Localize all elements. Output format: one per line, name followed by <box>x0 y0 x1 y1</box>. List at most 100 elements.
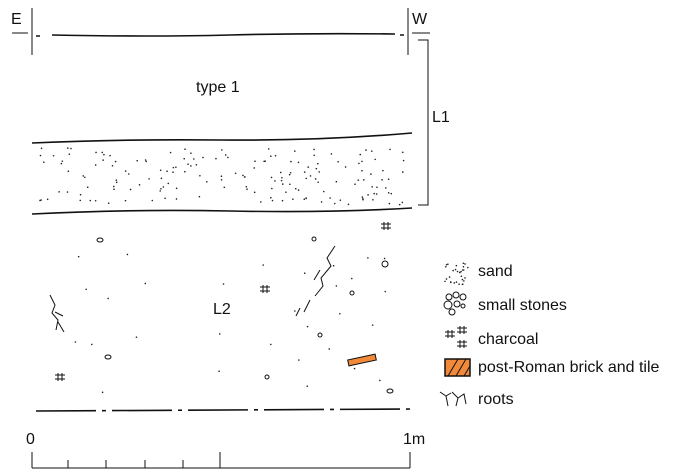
stipple-dot <box>43 161 45 163</box>
stipple-dot <box>384 187 387 189</box>
stipple-dot <box>224 154 227 156</box>
stipple-dot <box>455 281 458 283</box>
stipple-dot <box>85 288 87 291</box>
stipple-dot <box>166 170 168 172</box>
stipple-dot <box>454 268 457 271</box>
stipple-dot <box>390 192 393 195</box>
stipple-dot <box>362 198 364 201</box>
legend-sand-swatch <box>444 262 469 286</box>
stipple-dot <box>444 265 447 268</box>
stipple-dot <box>450 281 452 284</box>
frame <box>12 8 430 412</box>
stipple-dot <box>297 161 300 164</box>
stipple-dot <box>172 171 174 173</box>
stipple-dot <box>39 154 42 157</box>
west-label: W <box>412 11 428 28</box>
stipple-dot <box>234 172 237 175</box>
stipple-dot <box>294 310 296 312</box>
stipple-dot <box>95 151 97 154</box>
stipple-dot <box>329 197 331 199</box>
stipple-dot <box>292 198 294 200</box>
stipple-dot <box>317 181 319 184</box>
stipple-dot <box>167 182 170 185</box>
stipple-dot <box>290 160 292 163</box>
stipple-dot <box>374 158 376 161</box>
stipple-dot <box>66 191 69 193</box>
stipple-dot <box>160 187 162 190</box>
stipple-dot <box>315 167 318 170</box>
stipple-dot <box>317 162 319 165</box>
stipple-dot <box>84 176 86 179</box>
stipple-dot <box>335 180 338 183</box>
stipple-dot <box>320 201 323 203</box>
stipple-dot <box>332 264 335 267</box>
stipple-dot <box>162 186 165 188</box>
stipple-dot <box>365 149 367 151</box>
stipple-dot <box>281 199 284 202</box>
stipple-dot <box>333 202 336 205</box>
scale-start: 0 <box>26 431 35 448</box>
stipple-dot <box>458 283 460 286</box>
stipple-dot <box>381 178 383 181</box>
stipple-dot <box>384 290 387 293</box>
stipple-dot <box>274 180 276 182</box>
legend-charcoal-swatch <box>445 326 467 348</box>
stipple-dot <box>322 190 325 193</box>
stipple-dot <box>285 191 287 193</box>
stipple-dot <box>305 197 307 200</box>
stipple-dot <box>246 188 248 190</box>
stipple-dot <box>448 276 451 278</box>
stipple-dot <box>40 199 42 201</box>
stipple-dot <box>184 170 186 173</box>
stipple-dot <box>67 170 70 172</box>
stipple-dot <box>220 178 223 181</box>
stipple-dot <box>66 147 69 149</box>
stipple-dot <box>293 150 296 152</box>
layer-label: L1 <box>432 109 450 126</box>
stipple-dot <box>330 153 333 155</box>
stipple-dot <box>335 285 338 287</box>
stipple-dot <box>198 195 201 198</box>
stipple-dot <box>289 183 291 186</box>
stipple-dot <box>124 170 127 172</box>
stipple-dot <box>359 153 362 156</box>
stipple-dot <box>193 158 195 160</box>
legend-roots-swatch <box>439 391 467 407</box>
stipple-dot <box>361 196 364 198</box>
stipple-dot <box>361 160 363 163</box>
stipple-dot <box>202 156 204 159</box>
stipple-dot <box>306 325 309 328</box>
stipple-dot <box>281 183 284 185</box>
stipple-dot <box>318 171 320 173</box>
stipple-dot <box>279 171 282 174</box>
stipple-dot <box>222 283 225 285</box>
stipple-dot <box>129 188 132 191</box>
stipple-dot <box>294 187 297 190</box>
stipple-dot <box>89 199 92 202</box>
stipple-dot <box>267 148 270 150</box>
stipple-dot <box>114 160 117 163</box>
stipple-dot <box>111 164 114 167</box>
stipple-dot <box>190 165 192 167</box>
stipple-dot <box>313 148 315 151</box>
stipple-dot <box>160 177 163 180</box>
stipple-dot <box>280 179 283 182</box>
stipple-dot <box>253 167 256 169</box>
stipple-dot <box>371 186 373 188</box>
stipple-dot <box>362 179 365 181</box>
stipple-dot <box>376 186 378 189</box>
stipple-dot <box>245 185 248 188</box>
stipple-dot <box>164 197 166 200</box>
stipple-dot <box>206 180 208 183</box>
stipple-dot <box>460 270 462 273</box>
stipple-dot <box>464 263 466 265</box>
stipple-dot <box>221 149 223 151</box>
stipple-dot <box>370 173 372 175</box>
stipple-dot <box>115 181 118 184</box>
stipple-dot <box>388 202 391 205</box>
legend-label: post-Roman brick and tile <box>478 359 660 376</box>
stipple-dot <box>102 159 104 161</box>
stipple-dot <box>270 155 272 158</box>
stipple-dot <box>144 282 147 285</box>
stipple-dot <box>262 264 264 266</box>
